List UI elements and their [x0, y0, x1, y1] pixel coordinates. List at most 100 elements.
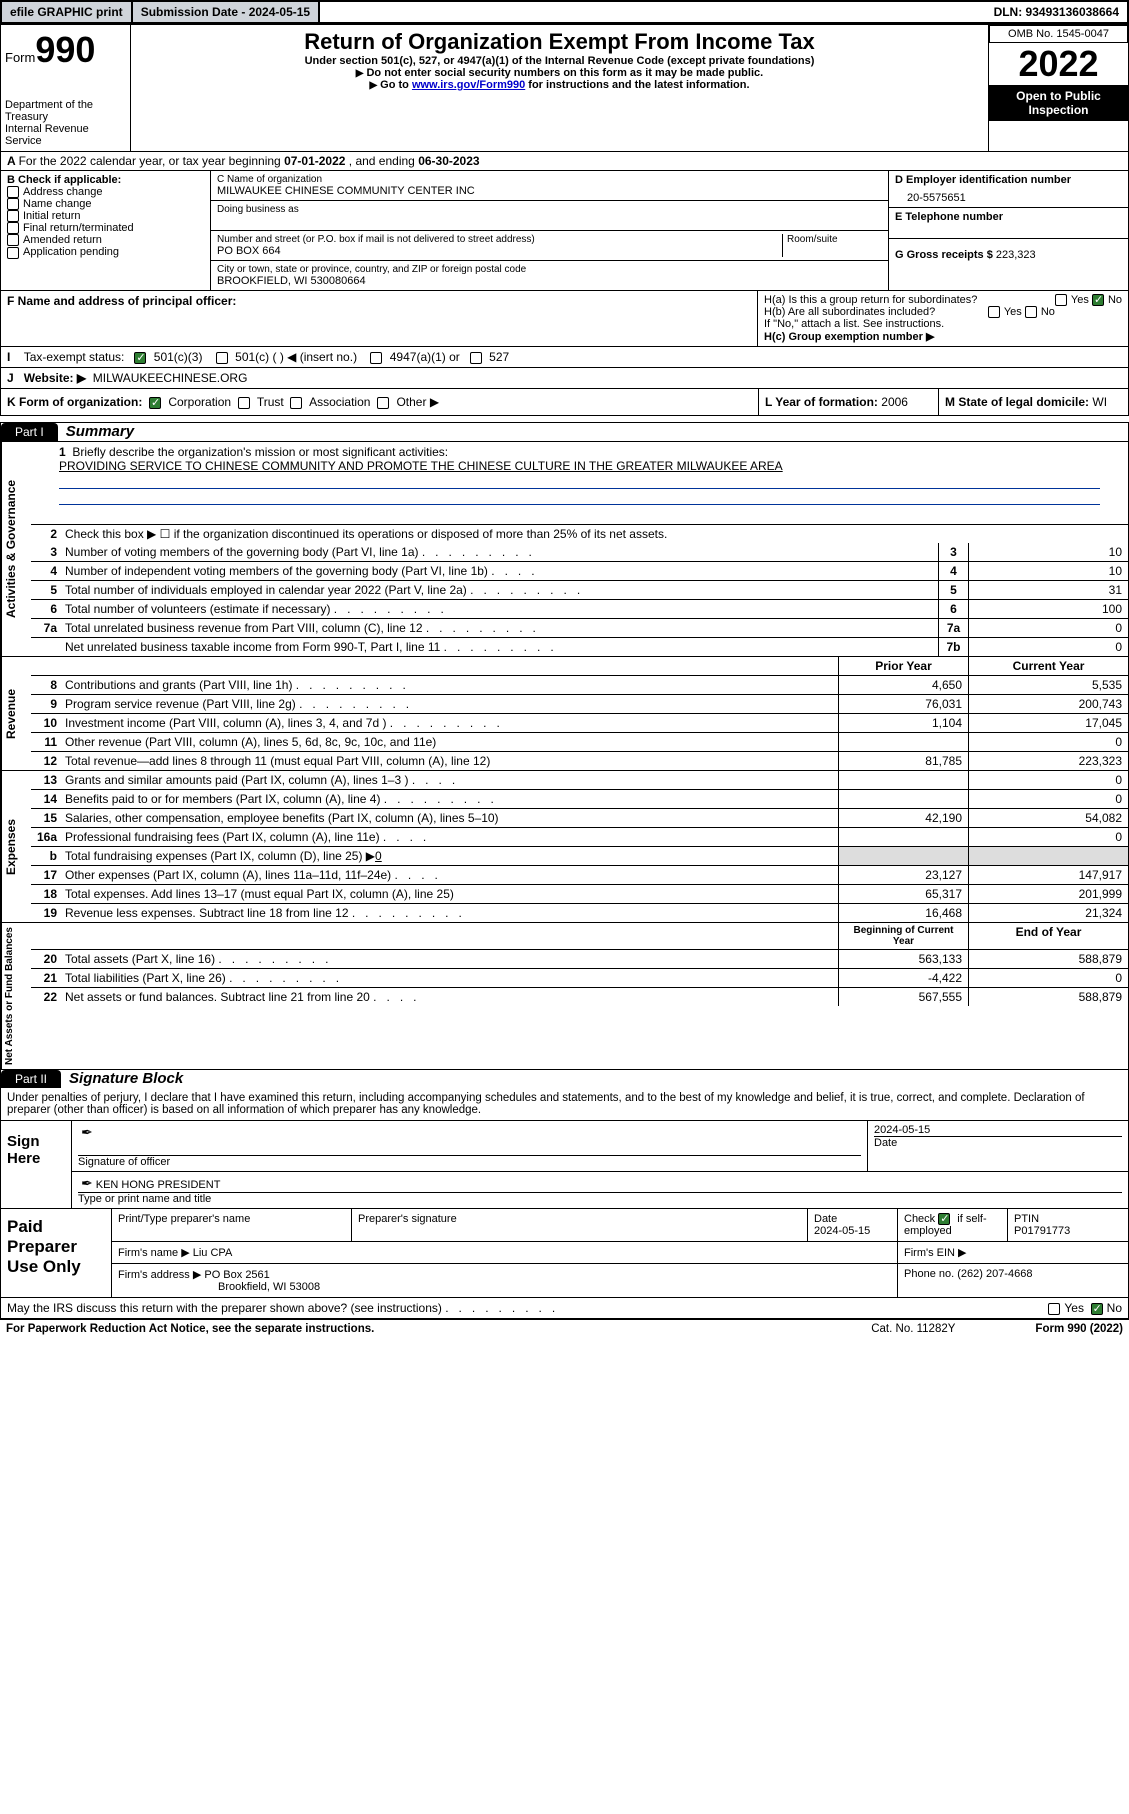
- c-name-label: C Name of organization: [217, 174, 882, 185]
- ptin-header: PTIN: [1014, 1213, 1039, 1225]
- prep-sig-header: Preparer's signature: [352, 1209, 808, 1241]
- f-label: F Name and address of principal officer:: [7, 294, 236, 308]
- j-label: Website: ▶: [24, 371, 86, 385]
- firm-addr1: PO Box 2561: [204, 1269, 269, 1281]
- part-i: Part ISummary Activities & Governance 1 …: [0, 422, 1129, 1070]
- room-label: Room/suite: [787, 234, 882, 245]
- block-f-h: F Name and address of principal officer:…: [0, 291, 1129, 347]
- hb-no-checkbox[interactable]: [1025, 306, 1037, 318]
- b-label: B Check if applicable:: [7, 174, 204, 186]
- self-employed-label: Check if self-employed: [904, 1213, 987, 1237]
- paperwork-notice: For Paperwork Reduction Act Notice, see …: [6, 1323, 374, 1335]
- form-word: Form: [5, 50, 35, 65]
- ha-no-checkbox[interactable]: [1092, 294, 1104, 306]
- 501c-checkbox[interactable]: [216, 352, 228, 364]
- line-5: Total number of individuals employed in …: [61, 581, 938, 599]
- irs-label: Internal Revenue Service: [5, 123, 126, 147]
- dept-label: Department of the Treasury: [5, 99, 126, 123]
- firm-addr-label: Firm's address ▶: [118, 1269, 201, 1281]
- part-i-header: Part I: [1, 423, 58, 441]
- val-5: 31: [968, 581, 1128, 599]
- may-no-checkbox[interactable]: [1091, 1303, 1103, 1315]
- may-discuss-q: May the IRS discuss this return with the…: [7, 1301, 555, 1315]
- application-pending-checkbox[interactable]: [7, 247, 19, 259]
- line-7a: Total unrelated business revenue from Pa…: [61, 619, 938, 637]
- line-18: Total expenses. Add lines 13–17 (must eq…: [61, 885, 838, 903]
- 501c3-checkbox[interactable]: [134, 352, 146, 364]
- name-title-label: Type or print name and title: [78, 1192, 1122, 1205]
- vtab-net-assets: Net Assets or Fund Balances: [1, 923, 31, 1069]
- may-yes-checkbox[interactable]: [1048, 1303, 1060, 1315]
- line-9: Program service revenue (Part VIII, line…: [61, 695, 838, 713]
- corporation-checkbox[interactable]: [149, 397, 161, 409]
- subtitle-3b: for instructions and the latest informat…: [525, 79, 749, 91]
- val-3: 10: [968, 543, 1128, 561]
- amended-return-checkbox[interactable]: [7, 234, 19, 246]
- prior-year-header: Prior Year: [838, 657, 968, 675]
- val-4: 10: [968, 562, 1128, 580]
- col-b: B Check if applicable: Address change Na…: [1, 171, 211, 290]
- cat-no: Cat. No. 11282Y: [871, 1323, 955, 1335]
- sign-here-label: Sign Here: [1, 1121, 71, 1208]
- ha-yes-checkbox[interactable]: [1055, 294, 1067, 306]
- final-return-checkbox[interactable]: [7, 222, 19, 234]
- top-bar: efile GRAPHIC print Submission Date - 20…: [0, 0, 1129, 24]
- mission-q: Briefly describe the organization's miss…: [72, 445, 448, 459]
- part-ii-title: Signature Block: [69, 1070, 183, 1087]
- line-21: Total liabilities (Part X, line 26): [61, 969, 838, 987]
- line-17: Other expenses (Part IX, column (A), lin…: [61, 866, 838, 884]
- mission-text: PROVIDING SERVICE TO CHINESE COMMUNITY A…: [59, 459, 783, 473]
- paid-preparer-block: Paid Preparer Use Only Print/Type prepar…: [1, 1208, 1128, 1297]
- col-d-e-g: D Employer identification number20-55756…: [888, 171, 1128, 290]
- begin-year-header: Beginning of Current Year: [838, 923, 968, 949]
- city-value: BROOKFIELD, WI 530080664: [217, 275, 882, 287]
- 4947-checkbox[interactable]: [370, 352, 382, 364]
- association-checkbox[interactable]: [290, 397, 302, 409]
- line-14: Benefits paid to or for members (Part IX…: [61, 790, 838, 808]
- subtitle-3a: Go to: [380, 79, 412, 91]
- line-6: Total number of volunteers (estimate if …: [61, 600, 938, 618]
- prep-date-header: Date: [814, 1213, 837, 1225]
- gross-receipts-value: 223,323: [996, 249, 1036, 261]
- sig-officer-label: Signature of officer: [78, 1155, 861, 1168]
- website-value: MILWAUKEECHINESE.ORG: [93, 371, 248, 385]
- self-employed-checkbox[interactable]: [938, 1213, 950, 1225]
- section-a: A For the 2022 calendar year, or tax yea…: [0, 152, 1129, 171]
- line-12: Total revenue—add lines 8 through 11 (mu…: [61, 752, 838, 770]
- omb-number: OMB No. 1545-0047: [989, 25, 1128, 43]
- hb-label: H(b) Are all subordinates included?: [764, 306, 935, 318]
- address-change-checkbox[interactable]: [7, 186, 19, 198]
- e-label: E Telephone number: [895, 211, 1122, 223]
- initial-return-checkbox[interactable]: [7, 210, 19, 222]
- form990-link[interactable]: www.irs.gov/Form990: [412, 79, 525, 91]
- line-16a: Professional fundraising fees (Part IX, …: [61, 828, 838, 846]
- phone-value: (262) 207-4668: [957, 1268, 1032, 1280]
- street-label: Number and street (or P.O. box if mail i…: [217, 234, 782, 245]
- org-name: MILWAUKEE CHINESE COMMUNITY CENTER INC: [217, 185, 882, 197]
- vtab-governance: Activities & Governance: [1, 442, 31, 656]
- form-title: Return of Organization Exempt From Incom…: [135, 29, 984, 55]
- 527-checkbox[interactable]: [470, 352, 482, 364]
- ptin-value: P01791773: [1014, 1225, 1070, 1237]
- submission-date-button[interactable]: Submission Date - 2024-05-15: [133, 2, 320, 22]
- i-label: Tax-exempt status:: [24, 350, 125, 364]
- form-number: 990: [35, 29, 95, 70]
- efile-print-button[interactable]: efile GRAPHIC print: [2, 2, 133, 22]
- street-value: PO BOX 664: [217, 245, 782, 257]
- trust-checkbox[interactable]: [238, 397, 250, 409]
- current-year-header: Current Year: [968, 657, 1128, 675]
- g-label: G Gross receipts $: [895, 249, 993, 261]
- hb-yes-checkbox[interactable]: [988, 306, 1000, 318]
- other-checkbox[interactable]: [377, 397, 389, 409]
- year-formation-value: 2006: [881, 395, 908, 409]
- line-8: Contributions and grants (Part VIII, lin…: [61, 676, 838, 694]
- row-k-l-m: K Form of organization: Corporation Trus…: [0, 389, 1129, 416]
- dln-label: DLN: 93493136038664: [986, 2, 1127, 22]
- val-7a: 0: [968, 619, 1128, 637]
- part-ii-header: Part II: [1, 1070, 61, 1088]
- name-change-checkbox[interactable]: [7, 198, 19, 210]
- line-20: Total assets (Part X, line 16): [61, 950, 838, 968]
- row-j: J Website: ▶ MILWAUKEECHINESE.ORG: [0, 368, 1129, 389]
- form-header: Form990 Department of the Treasury Inter…: [0, 24, 1129, 152]
- line-13: Grants and similar amounts paid (Part IX…: [61, 771, 838, 789]
